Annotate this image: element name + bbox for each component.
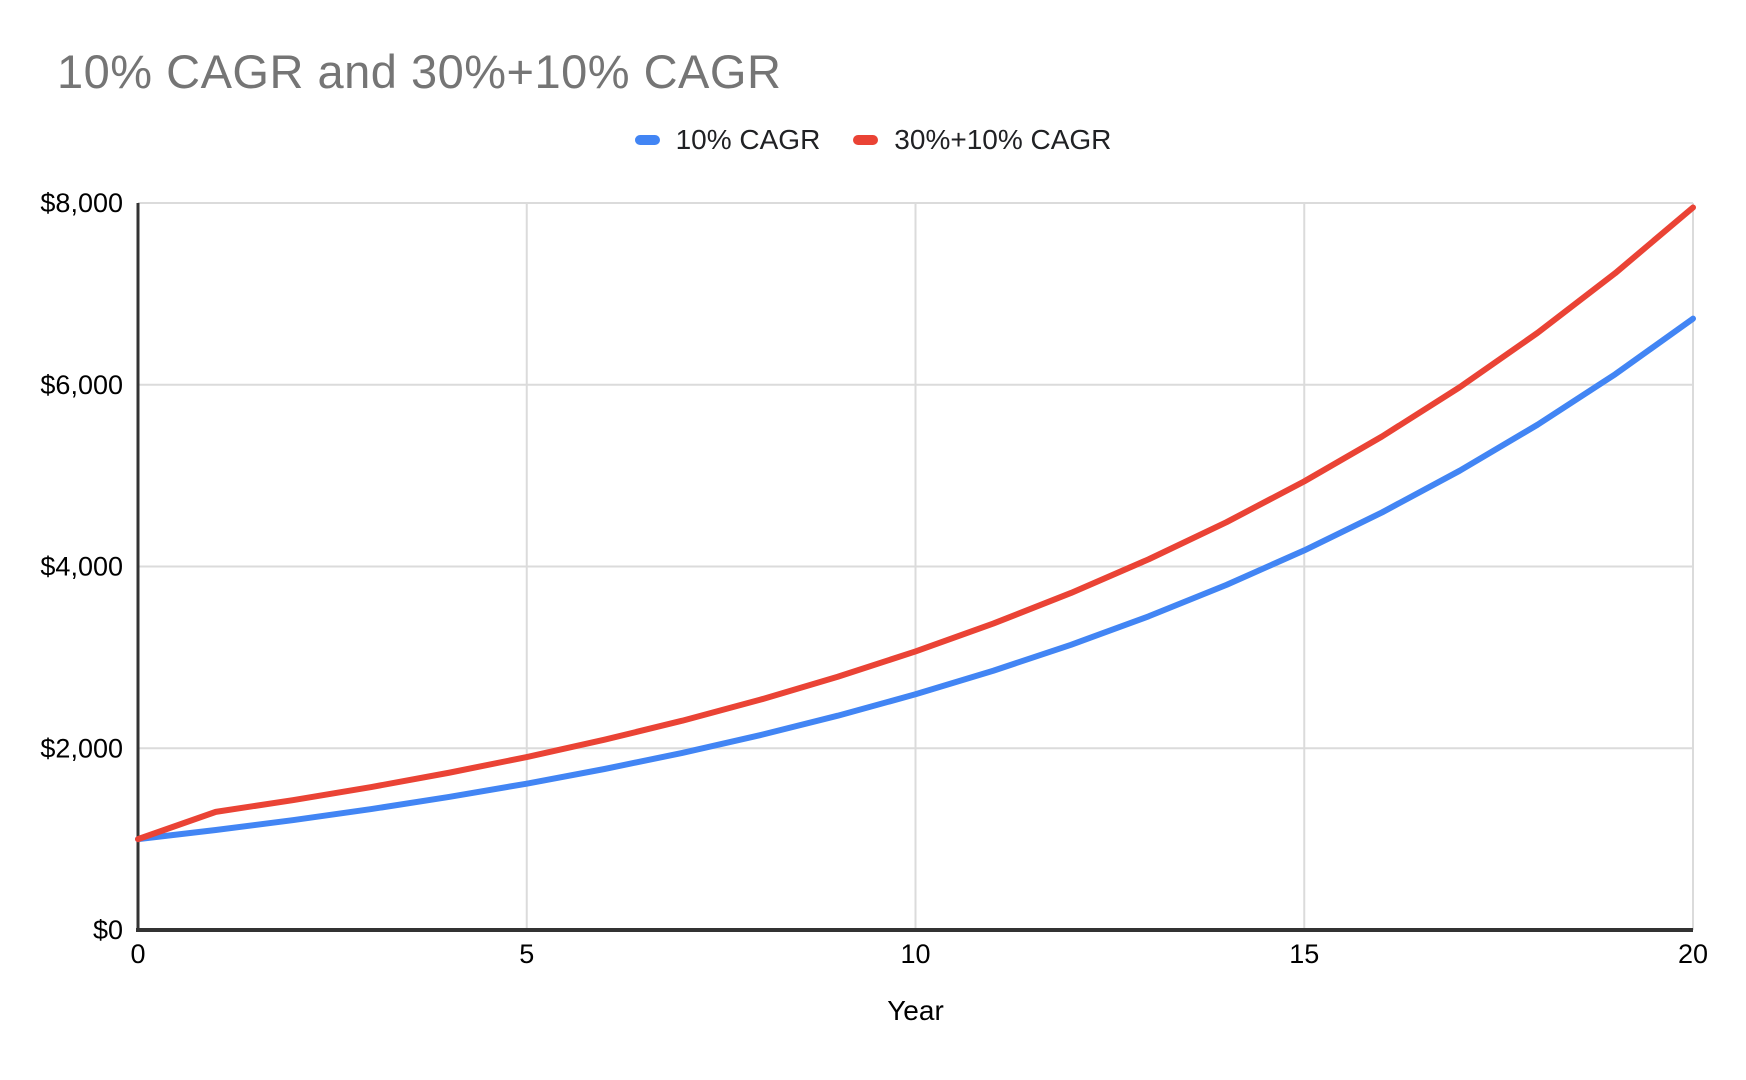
legend-item-30pct-10pct-cagr: 30%+10% CAGR (853, 124, 1111, 156)
legend-label-30pct-10pct-cagr: 30%+10% CAGR (894, 124, 1112, 155)
legend-label-10pct-cagr: 10% CAGR (675, 124, 821, 155)
legend-swatch-red (853, 135, 879, 145)
y-tick-label: $4,000 (40, 552, 123, 582)
y-tick-label: $8,000 (40, 188, 123, 218)
series-line-0 (135, 315, 1696, 843)
x-tick-label: 5 (519, 939, 534, 969)
legend-swatch-blue (634, 135, 660, 145)
x-axis-title: Year (887, 995, 944, 1026)
series-line-1 (135, 204, 1696, 843)
chart-title: 10% CAGR and 30%+10% CAGR (57, 45, 782, 98)
legend-item-10pct-cagr: 10% CAGR (634, 124, 821, 156)
y-tick-label: $2,000 (40, 733, 123, 763)
x-tick-label: 15 (1289, 939, 1319, 969)
legend: 10% CAGR 30%+10% CAGR (0, 124, 1746, 156)
x-tick-label: 10 (900, 939, 930, 969)
y-tick-label: $0 (93, 915, 123, 945)
x-tick-label: 20 (1678, 939, 1708, 969)
x-tick-label: 0 (130, 939, 145, 969)
y-tick-label: $6,000 (40, 370, 123, 400)
